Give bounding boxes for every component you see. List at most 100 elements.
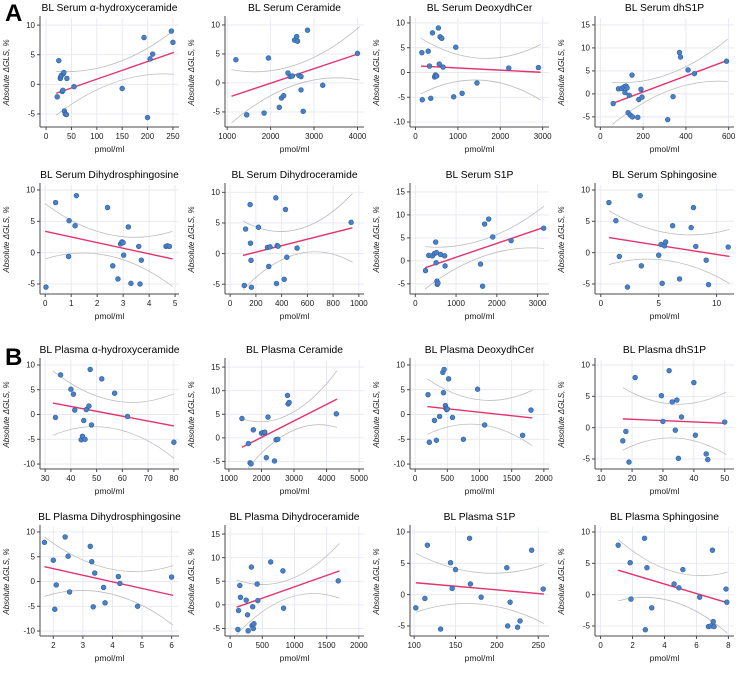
- scatter-point: [50, 557, 57, 563]
- regression-fit-line: [415, 582, 545, 595]
- scatter-point: [120, 239, 126, 246]
- scatter-point: [249, 604, 256, 610]
- x-tick-label: 8: [726, 641, 731, 650]
- scatter-point: [441, 366, 447, 373]
- scatter-point: [705, 281, 712, 288]
- scatter-point: [333, 411, 340, 417]
- ci-upper-curve: [608, 210, 730, 236]
- y-tick-label: 0: [401, 590, 406, 599]
- scatter-point: [490, 234, 496, 240]
- scatter-point: [439, 35, 445, 42]
- scatter-plot-svg: BL Serum Ceramide Absolute ΔGLS, % pmol/ml…: [187, 3, 367, 154]
- subplot-bl-plasma-ceramide: BL Plasma Ceramide Absolute ΔGLS, % pmol/m…: [185, 342, 370, 509]
- x-tick-label: 0: [228, 299, 233, 308]
- x-tick-label: 600: [301, 299, 315, 308]
- scatter-point: [111, 390, 118, 396]
- y-tick-label: 5: [586, 392, 591, 401]
- scatter-point: [413, 605, 419, 611]
- subplot-title: BL Serum dhS1P: [625, 3, 704, 14]
- scatter-point: [267, 559, 274, 565]
- scatter-point: [52, 199, 59, 206]
- ci-upper-curve: [425, 205, 545, 248]
- scatter-point: [629, 72, 635, 78]
- x-tick-label: 150: [116, 132, 130, 141]
- x-tick-label: 2000: [262, 132, 280, 141]
- scatter-point: [248, 257, 254, 264]
- panel-b-label: B: [5, 344, 23, 371]
- scatter-point: [690, 204, 697, 211]
- scatter-point: [441, 253, 448, 259]
- scatter-point: [632, 374, 638, 381]
- scatter-point: [70, 391, 77, 397]
- regression-fit-line: [622, 418, 727, 424]
- x-tick-label: 800: [326, 299, 340, 308]
- x-tick-label: 3: [121, 299, 126, 308]
- y-tick-label: -5: [398, 280, 406, 289]
- scatter-point: [433, 437, 440, 443]
- scatter-point: [82, 436, 88, 442]
- x-axis-label: pmol/ml: [650, 144, 680, 154]
- scatter-point: [81, 417, 87, 424]
- subplot-bl-serum-s1p: BL Serum S1P Absolute ΔGLS, % pmol/ml -5 0 5 1…: [370, 167, 555, 334]
- scatter-point: [676, 585, 682, 591]
- x-tick-label: 1000: [471, 474, 489, 483]
- x-tick-label: 2: [630, 641, 635, 650]
- x-tick-label: 10: [712, 299, 721, 308]
- scatter-point: [170, 39, 176, 45]
- y-axis-label: Absolute ΔGLS, %: [372, 548, 381, 615]
- scatter-point: [41, 539, 48, 546]
- y-axis-label: Absolute ΔGLS, %: [2, 381, 11, 448]
- scatter-point: [665, 116, 671, 123]
- scatter-point: [656, 252, 662, 258]
- scatter-point: [119, 85, 125, 92]
- scatter-point: [504, 623, 511, 629]
- scatter-point: [115, 276, 121, 282]
- scatter-point: [688, 224, 694, 231]
- regression-fit-line: [424, 226, 545, 269]
- scatter-point: [517, 618, 523, 624]
- scatter-point: [435, 25, 442, 31]
- ci-lower-curve: [231, 77, 360, 124]
- scatter-point: [626, 459, 632, 465]
- x-tick-label: 3000: [534, 132, 552, 141]
- ci-lower-curve: [246, 424, 338, 469]
- scatter-point: [265, 414, 271, 420]
- scatter-point: [426, 439, 433, 445]
- scatter-point: [245, 628, 251, 634]
- scatter-point: [481, 221, 488, 227]
- subplot-title: BL Plasma Ceramide: [246, 345, 343, 356]
- scatter-point: [479, 283, 486, 289]
- scatter-point: [449, 585, 455, 592]
- scatter-plot-svg: BL Serum Dihydroceramide Absolute ΔGLS, %…: [187, 170, 368, 321]
- y-tick-label: 0: [586, 423, 591, 432]
- scatter-point: [659, 280, 665, 287]
- subplot-bl-plasma-dihydroceramide: BL Plasma Dihydroceramide Absolute ΔGLS, …: [185, 509, 370, 675]
- scatter-point: [660, 418, 666, 425]
- x-tick-label: 4: [662, 641, 667, 650]
- x-tick-label: 2000: [491, 132, 509, 141]
- y-axis-label: Absolute ΔGLS, %: [2, 206, 11, 273]
- subplot-bl-serum-dhs1p: BL Serum dhS1P Absolute ΔGLS, % pmol/ml -5 0…: [555, 0, 740, 167]
- scatter-point: [459, 90, 465, 97]
- y-tick-label: -5: [398, 435, 406, 444]
- scatter-point: [99, 376, 105, 382]
- y-tick-label: -5: [28, 280, 36, 289]
- scatter-point: [166, 243, 173, 250]
- scatter-plot-svg: BL Plasma dhS1P Absolute ΔGLS, % pmol/ml -5…: [557, 345, 734, 496]
- scatter-point: [541, 225, 547, 231]
- scatter-point: [437, 626, 444, 632]
- subplot-title: BL Serum α-hydroxyceramide: [41, 3, 177, 14]
- scatter-point: [72, 223, 78, 229]
- subplot-bl-plasma-hydroxyceramide: BL Plasma α-hydroxyceramide Absolute ΔGLS…: [0, 342, 185, 509]
- scatter-point: [248, 564, 255, 570]
- scatter-point: [725, 244, 731, 250]
- scatter-point: [435, 280, 441, 286]
- y-tick-label: -10: [23, 460, 35, 469]
- scatter-plot-svg: BL Plasma Sphingosine Absolute ΔGLS, % pmo…: [557, 512, 734, 663]
- scatter-point: [425, 48, 431, 54]
- scatter-point: [300, 108, 306, 115]
- scatter-point: [709, 547, 716, 553]
- y-tick-label: 0: [31, 80, 36, 89]
- scatter-point: [425, 391, 431, 398]
